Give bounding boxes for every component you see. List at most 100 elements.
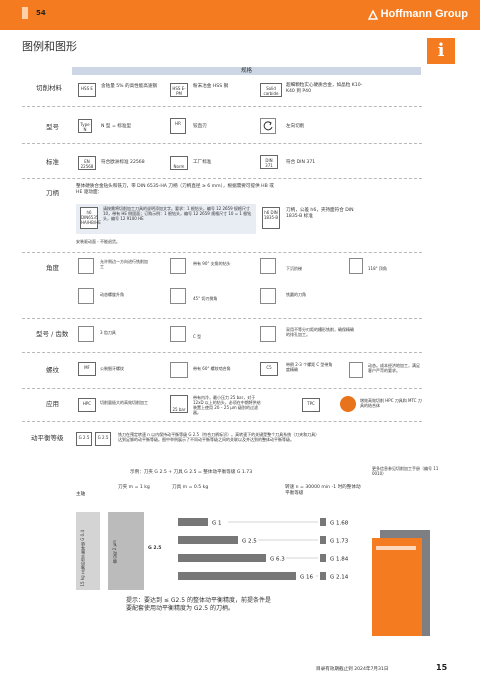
thread-60-icon	[170, 362, 188, 378]
holder-vertical-label: 偏心距 2 µm	[112, 540, 117, 564]
flutes-unequal-text: 采用不等分刃距的槽形铣削，确保精确的排孔加工。	[286, 327, 354, 337]
row-label-balance: 动平衡等级	[31, 434, 64, 442]
divider	[22, 143, 422, 145]
balance-tip: 提示：要达到 ≤ G2.5 的整体动平衡精度，前提条件是要配套使用动平衡精度为 …	[126, 597, 271, 612]
top-bar: 54 Hoffmann Group	[0, 0, 480, 30]
result-grade-label: G 1.73	[330, 539, 349, 545]
row-label-angle: 角度	[46, 264, 59, 272]
standard-norm-text: 工厂标准	[193, 160, 212, 165]
angle-helix-text: 动态螺旋升角	[100, 292, 124, 297]
dynamic-helix-icon	[78, 288, 94, 304]
divider	[22, 178, 422, 180]
shank-note-box	[76, 204, 256, 234]
shank-footnote: 安装驱动面 - 不能退货。	[76, 239, 120, 244]
footer-validity: 目录有效期截止到 2024年7月31日	[316, 667, 389, 672]
thread-c5-text: 带倒 2-3 个螺距 C 型带角度精确	[286, 362, 333, 372]
three-flute-icon	[78, 326, 94, 342]
hoffmann-logo-icon	[367, 9, 379, 20]
flutes-3-text: 3 齿刀具	[100, 330, 116, 335]
type-hr-text: 铰直刃	[193, 124, 207, 129]
badge-g25-a: G 2.5	[76, 432, 92, 446]
divider	[22, 318, 422, 320]
badge-hss-e-pm: HSS E-PM	[170, 83, 188, 97]
material-carbide-text: 超细颗粒实心硬质合金，如晶粒 K10-K40 到 P40	[286, 83, 363, 94]
tool-grade-label: G 6.3	[270, 557, 285, 563]
section-header-label: 规格	[240, 68, 252, 74]
result-bar-0	[320, 518, 326, 526]
page-title: 图例和图形	[22, 40, 77, 53]
tool-bar-1	[178, 536, 238, 544]
col-tool: 刀具 m = 0.5 kg	[172, 485, 209, 490]
angle-side-text: 允许侧边一方向进行铣削加工	[100, 259, 148, 269]
standard-din-text: 符合 DIN 371	[286, 160, 316, 165]
left-hand-rotation-icon	[260, 118, 276, 134]
result-grade-label: G 2.14	[330, 575, 349, 581]
result-bar-1	[320, 536, 326, 544]
badge-g25-b: G 2.5	[95, 432, 111, 446]
holder-grade: G 2.5	[148, 546, 162, 551]
point-118-icon	[349, 258, 363, 274]
step-countersink-icon	[260, 258, 276, 274]
result-grade-label: G 1.68	[330, 521, 349, 527]
hpc-mtc-icon	[340, 396, 356, 412]
tool-bar-0	[178, 518, 208, 526]
badge-hpc: HPC	[78, 398, 96, 412]
shank-right-text: 刀柄，公差 h6，夹持面符合 DIN 1835-B 标准	[286, 208, 354, 219]
badge-type-n: Type N	[78, 119, 92, 133]
badge-solid-carbide: Solid carbide	[260, 83, 282, 97]
flutes-c-text: C 型	[193, 334, 202, 339]
tool-grade-label: G 16	[300, 575, 314, 581]
divider	[22, 106, 422, 108]
page-number: 54	[36, 9, 46, 17]
tool-bar-2	[178, 554, 266, 562]
row-label-standard: 标准	[46, 158, 59, 166]
material-hss-e-pm-text: 粉末冶金 HSS 钢	[193, 84, 229, 89]
row-label-application: 应用	[46, 400, 59, 408]
c-type-icon	[170, 326, 186, 342]
result-bar-3	[320, 572, 326, 580]
angle-radius-text: 铣圆的刀角	[286, 292, 306, 297]
thread-mf-text: 公制细牙螺纹	[100, 366, 124, 371]
row-label-thread: 螺纹	[46, 366, 59, 374]
badge-h6-din6535: h6 DIN6535 HA/HB/HE	[80, 207, 101, 229]
info-icon: i	[427, 38, 455, 64]
angle-chamfer-text: 45° 切刃倒角	[193, 296, 218, 301]
thread-dynamic-text: 动态。成本经济地加工，满足客户严苛的要求。	[368, 363, 420, 373]
divider	[22, 388, 422, 390]
divider	[22, 352, 422, 354]
tool-grade-label: G 2.5	[242, 539, 257, 545]
left-hand-text: 左向切削	[286, 124, 305, 129]
result-bar-2	[320, 554, 326, 562]
badge-h6-din1835b: h6 DIN 1835-B	[262, 207, 280, 229]
type-n-text: N 型 = 标准型	[101, 124, 132, 129]
divider	[22, 421, 422, 423]
side-milling-icon	[78, 258, 94, 274]
corner-radius-icon	[260, 288, 276, 304]
shank-note: 请按需将切削加工刀具的说明添加文字。要求：1 根钻头，编号 12 2659 规格…	[103, 206, 252, 221]
badge-tpc: TPC	[302, 398, 320, 412]
page-number-right: 15	[436, 663, 448, 672]
badge-mf: MF	[78, 362, 96, 376]
handbook-image	[372, 530, 434, 638]
col-result: 转速 n = 30000 min -1 时的整体动平衡等级	[285, 485, 361, 496]
page-tab-marker	[22, 7, 28, 19]
balance-text: 铣刀在预定转速 n 以内保持动平衡等级 G 2.5（符合刀柄标识）。高转速下的关…	[118, 432, 318, 442]
row-label-material: 切削材料	[36, 84, 62, 92]
col-spindle: 主轴	[76, 492, 86, 497]
app-hpc-text: 切削量极大的高效切削加工	[100, 400, 148, 405]
balance-more-info: 更多信息参见切削加工手册（编号 11 0010）	[372, 466, 439, 476]
badge-en-22568: EN 22568	[78, 156, 96, 170]
spindle-vertical-label: 15 kg 主轴的动平衡等级 G 0.4	[80, 530, 85, 587]
angle-118-text: 118° 顶角	[368, 266, 387, 271]
balance-example: 示例：刀夹 G 2.5 + 刀具 G 2.5 = 整体动平衡等级 G 1.73	[130, 470, 253, 475]
badge-c5: C5	[260, 362, 278, 376]
row-label-type: 型号	[46, 123, 59, 131]
dynamic-thread-icon	[349, 362, 363, 378]
col-holder: 刀夹 m = 1 kg	[118, 485, 150, 490]
badge-din-371: DIN 371	[260, 155, 278, 169]
row-label-flutes: 型号 / 齿数	[36, 330, 69, 338]
spindle-graphic	[76, 512, 100, 590]
tool-bar-3	[178, 572, 296, 580]
material-hss-e-text: 含钴量 5% 的高性能高速钢	[101, 84, 158, 89]
row-label-shank: 刀柄	[46, 189, 59, 197]
